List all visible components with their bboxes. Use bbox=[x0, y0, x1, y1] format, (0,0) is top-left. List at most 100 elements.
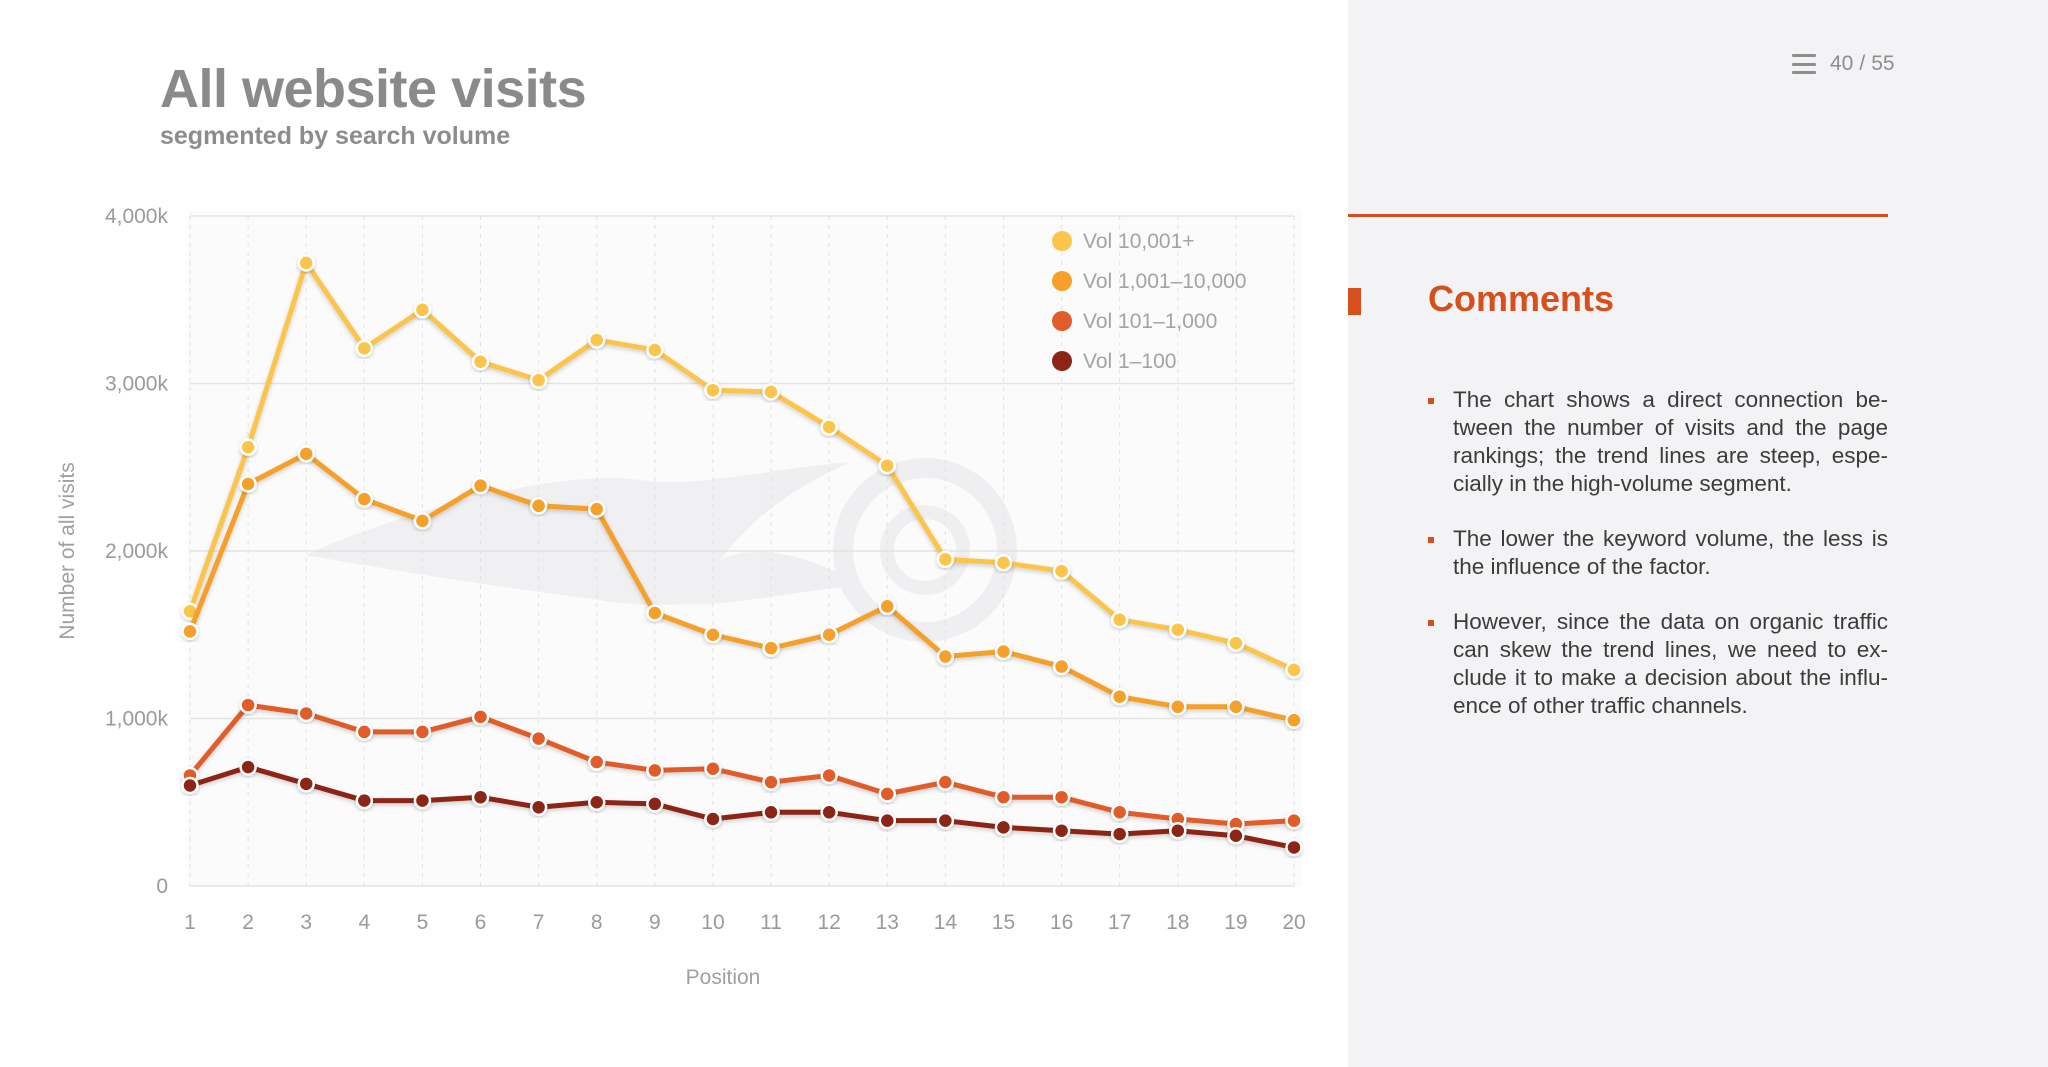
data-point bbox=[239, 475, 257, 493]
x-tick-label: 18 bbox=[1166, 911, 1189, 934]
comment-item: The lower the keyword volume, the less i… bbox=[1428, 525, 1888, 581]
data-point bbox=[762, 639, 780, 657]
data-point bbox=[413, 512, 432, 530]
data-point bbox=[820, 418, 838, 436]
data-point bbox=[704, 626, 722, 644]
data-point bbox=[297, 704, 315, 723]
y-tick-label: 4,000k bbox=[105, 205, 169, 228]
x-tick-label: 12 bbox=[817, 911, 840, 934]
data-point bbox=[646, 795, 664, 813]
page-title: All website visits bbox=[160, 59, 587, 119]
data-point bbox=[297, 445, 315, 463]
data-point bbox=[820, 766, 838, 785]
x-axis-label: Position bbox=[686, 966, 761, 989]
data-point bbox=[297, 254, 315, 272]
data-point bbox=[471, 352, 490, 371]
y-tick-label: 3,000k bbox=[105, 373, 169, 396]
series-group bbox=[181, 445, 1303, 729]
legend-swatch bbox=[1052, 351, 1072, 371]
data-point bbox=[587, 331, 606, 349]
hamburger-icon[interactable] bbox=[1792, 54, 1816, 74]
x-tick-label: 6 bbox=[475, 911, 487, 934]
data-point bbox=[587, 500, 606, 518]
watermark-logo bbox=[305, 458, 1017, 642]
data-point bbox=[471, 476, 490, 495]
data-point bbox=[704, 760, 722, 778]
data-point bbox=[239, 758, 257, 776]
comments-title: Comments bbox=[1428, 278, 1615, 319]
page-subtitle: segmented by search volume bbox=[160, 122, 511, 150]
data-point bbox=[297, 775, 315, 793]
comments-list: The chart shows a direct connection be-t… bbox=[1428, 386, 1888, 747]
data-point bbox=[994, 553, 1013, 572]
data-point bbox=[762, 803, 780, 822]
x-tick-label: 15 bbox=[992, 911, 1015, 934]
current-page: 40 bbox=[1830, 52, 1854, 75]
data-point bbox=[1285, 711, 1303, 729]
data-point bbox=[820, 803, 838, 822]
data-point bbox=[471, 708, 490, 726]
data-point bbox=[1052, 788, 1071, 806]
x-tick-label: 4 bbox=[358, 911, 370, 934]
series-line bbox=[187, 764, 1297, 850]
data-point bbox=[529, 798, 548, 817]
data-point bbox=[239, 438, 257, 456]
data-point bbox=[181, 622, 199, 641]
x-tick-label: 13 bbox=[876, 911, 899, 934]
data-point bbox=[1052, 821, 1071, 840]
data-point bbox=[355, 723, 374, 741]
page-counter: 40 / 55 bbox=[1830, 52, 1895, 76]
series-group bbox=[181, 254, 1303, 679]
series-line bbox=[187, 451, 1297, 723]
data-point bbox=[1169, 620, 1187, 639]
data-point bbox=[878, 456, 897, 475]
data-point bbox=[529, 371, 548, 389]
legend-label: Vol 1,001–10,000 bbox=[1083, 270, 1247, 293]
data-point bbox=[646, 604, 664, 622]
x-tick-label: 5 bbox=[417, 911, 429, 934]
data-point bbox=[704, 381, 722, 399]
data-point bbox=[355, 490, 374, 508]
data-point bbox=[994, 818, 1013, 837]
x-tick-label: 19 bbox=[1224, 911, 1247, 934]
data-point bbox=[1110, 825, 1129, 843]
data-point bbox=[587, 753, 606, 771]
legend-label: Vol 10,001+ bbox=[1083, 230, 1195, 253]
data-point bbox=[762, 383, 780, 401]
series-group bbox=[181, 696, 1303, 833]
data-point bbox=[1052, 657, 1071, 676]
data-point bbox=[181, 776, 199, 795]
x-tick-label: 7 bbox=[533, 911, 545, 934]
comment-item: However, since the data on organic traff… bbox=[1428, 608, 1888, 720]
data-point bbox=[1227, 634, 1245, 652]
chart-legend: Vol 10,001+ Vol 1,001–10,000 Vol 101–1,000… bbox=[1052, 230, 1247, 373]
divider-line bbox=[1348, 214, 1888, 217]
data-point bbox=[1110, 803, 1129, 822]
data-point bbox=[820, 626, 838, 644]
data-point bbox=[936, 811, 955, 830]
x-tick-label: 1 bbox=[184, 911, 196, 934]
data-point bbox=[646, 341, 664, 359]
x-tick-label: 16 bbox=[1050, 911, 1073, 934]
x-tick-label: 9 bbox=[649, 911, 661, 934]
data-point bbox=[1227, 827, 1245, 845]
data-point bbox=[529, 729, 548, 748]
data-point bbox=[994, 642, 1013, 661]
data-point bbox=[704, 810, 722, 828]
watermark-ring bbox=[833, 458, 1017, 642]
y-axis-label: Number of all visits bbox=[56, 462, 79, 639]
data-point bbox=[936, 550, 955, 569]
data-point bbox=[413, 301, 432, 319]
y-tick-label: 2,000k bbox=[105, 540, 169, 563]
comments-panel bbox=[1348, 0, 2048, 1067]
data-point bbox=[587, 793, 606, 811]
data-point bbox=[936, 773, 955, 791]
data-point bbox=[646, 761, 664, 780]
x-tick-label: 17 bbox=[1108, 911, 1131, 934]
data-point bbox=[878, 785, 897, 803]
legend-swatch bbox=[1052, 311, 1072, 331]
page-separator: / bbox=[1859, 52, 1866, 75]
x-tick-label: 14 bbox=[934, 911, 958, 934]
y-tick-label: 0 bbox=[156, 875, 168, 898]
data-point bbox=[1110, 687, 1129, 706]
